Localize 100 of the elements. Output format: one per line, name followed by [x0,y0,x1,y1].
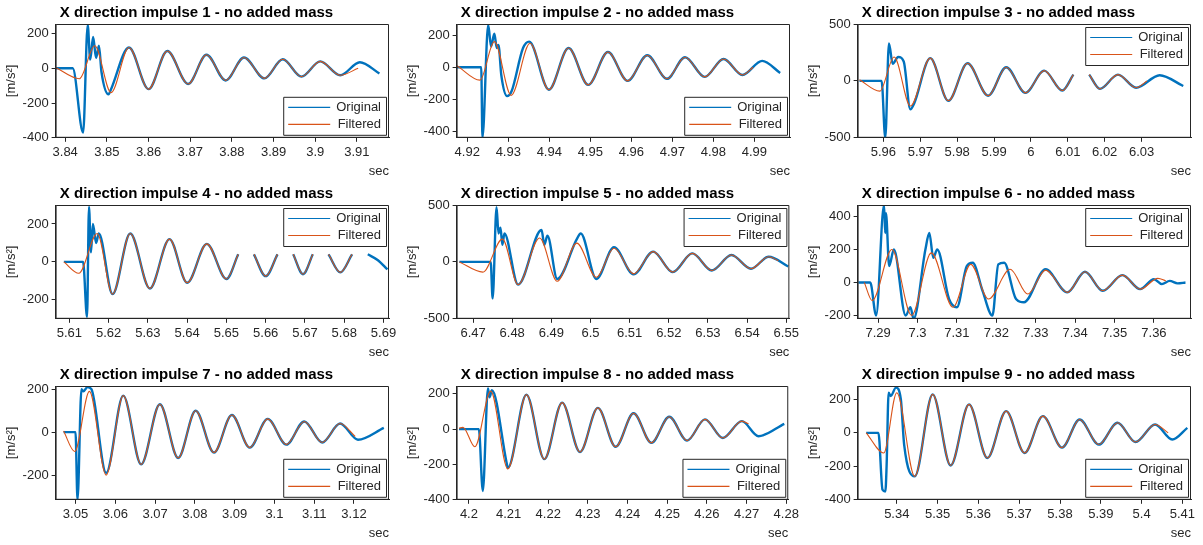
chart-title: X direction impulse 7 - no added mass [59,365,334,383]
legend-label: Original [336,210,382,226]
line-series [456,24,782,138]
x-tick-label: 4.99 [741,144,767,160]
x-tick-label: 4.28 [773,506,799,522]
x-tick-label: 5.41 [1169,506,1196,522]
chart-title: X direction impulse 3 - no added mass [861,3,1136,21]
legend-label: Original [336,460,382,476]
line-series [55,45,359,94]
x-tick-label: 5.67 [292,325,318,341]
x-axis-title: sec [368,162,390,178]
x-tick-label: 7.36 [1141,325,1167,341]
legend-label: Filtered [337,115,381,131]
x-tick-label: 3.88 [219,144,245,160]
x-tick-label: 7.29 [865,325,891,341]
x-tick-label: 4.23 [575,506,601,522]
y-tick-label: 200 [26,215,49,231]
y-axis-title: [m/s²] [3,426,19,460]
x-tick-label: 5.38 [1047,506,1073,522]
x-tick-label: 5.4 [1132,506,1151,522]
x-tick-label: 3.89 [260,144,287,160]
chart-title: X direction impulse 9 - no added mass [861,365,1136,383]
x-tick-label: 6.01 [1055,144,1081,160]
x-tick-label: 3.91 [344,144,370,160]
line-series [863,248,1167,317]
y-tick-label: 0 [41,253,49,269]
chart-title: X direction impulse 5 - no added mass [460,184,735,202]
x-axis-title: sec [368,343,390,359]
x-tick-label: 5.63 [135,325,161,341]
x-tick-label: 3.87 [177,144,203,160]
x-tick-label: 3.06 [102,506,128,522]
x-tick-label: 5.36 [965,506,992,522]
y-tick-label: 200 [26,25,49,41]
x-tick-label: 4.94 [536,144,562,160]
legend-label: Filtered [337,477,381,493]
x-tick-label: 5.35 [924,506,951,522]
y-axis-title: [m/s²] [404,64,420,98]
x-tick-label: 4.24 [614,506,641,522]
y-tick-label: 0 [843,72,851,88]
x-tick-label: 3.09 [221,506,248,522]
x-tick-label: 4.26 [694,506,720,522]
y-tick-label: 200 [828,390,851,406]
legend-label: Original [336,98,382,114]
y-tick-label: 0 [442,253,450,269]
x-tick-label: 5.64 [174,325,200,341]
x-tick-label: 5.39 [1088,506,1114,522]
x-tick-label: 3.05 [62,506,89,522]
x-tick-label: 3.9 [306,144,325,160]
x-axis-title: sec [1170,343,1192,359]
x-tick-label: 5.68 [331,325,357,341]
legend-label: Original [735,460,781,476]
y-tick-label: -200 [22,291,49,307]
y-tick-label: -200 [824,457,851,473]
x-tick-label: 4.95 [577,144,603,160]
x-tick-label: 5.99 [981,144,1007,160]
x-tick-label: 3.11 [302,506,327,522]
legend-label: Filtered [736,477,781,493]
x-tick-label: 4.22 [535,506,561,522]
y-tick-label: -200 [22,94,49,110]
x-tick-label: 5.34 [884,506,910,522]
x-tick-label: 5.65 [213,325,240,341]
chart-title: X direction impulse 6 - no added mass [861,184,1136,202]
line-series [55,24,381,134]
x-axis-title: sec [1170,162,1192,178]
x-tick-label: 6.03 [1128,144,1155,160]
x-tick-label: 4.25 [654,506,680,522]
line-series [457,387,786,493]
x-tick-label: 4.92 [454,144,480,160]
y-axis-title: [m/s²] [404,245,420,279]
legend-label: Filtered [1139,227,1183,243]
x-tick-label: 3.86 [135,144,162,160]
legend-label: Original [1138,210,1184,226]
x-tick-label: 3.07 [142,506,168,522]
legend-label: Original [737,98,783,114]
x-tick-label: 6.51 [616,325,643,341]
y-tick-label: 500 [427,196,450,212]
x-axis-title: sec [768,524,789,540]
x-tick-label: 7.3 [908,325,927,341]
x-tick-label: 6.52 [656,325,682,341]
y-tick-label: -400 [423,122,450,138]
legend-label: Filtered [1139,46,1183,62]
y-tick-label: 400 [828,208,851,224]
y-axis-title: [m/s²] [805,245,821,279]
x-tick-label: 4.27 [733,506,760,522]
line-series [456,41,754,96]
x-tick-label: 5.37 [1006,506,1032,522]
chart-title: X direction impulse 2 - no added mass [460,3,735,21]
y-tick-label: 200 [828,241,851,257]
x-axis-title: sec [368,524,390,540]
y-tick-label: 200 [26,380,49,396]
x-tick-label: 5.62 [95,325,122,341]
x-tick-label: 6 [1027,144,1035,160]
y-tick-label: -500 [824,129,851,145]
legend-label: Filtered [1139,477,1183,493]
x-tick-label: 5.96 [870,144,897,160]
y-tick-label: 0 [41,423,49,439]
x-tick-label: 5.97 [907,144,933,160]
x-tick-label: 3.1 [265,506,284,522]
chart-title: X direction impulse 4 - no added mass [59,184,334,202]
x-tick-label: 4.98 [700,144,726,160]
